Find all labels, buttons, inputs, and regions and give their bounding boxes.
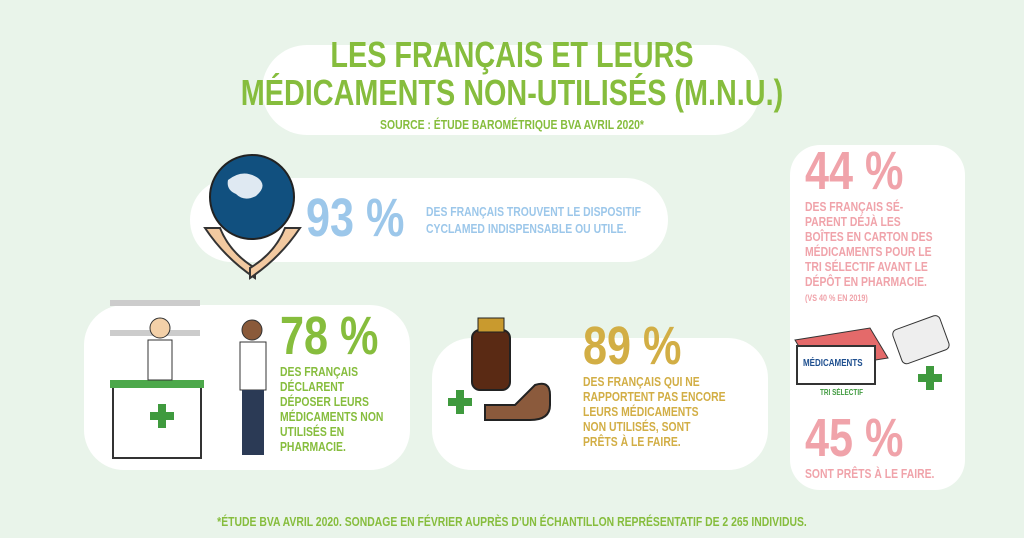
stat-figure: 78 %	[280, 306, 379, 366]
stat-text: DES FRANÇAIS	[280, 364, 359, 379]
box-caption: TRI SÉLECTIF	[820, 388, 864, 397]
stat-note: (VS 40 % EN 2019)	[805, 293, 868, 303]
cross	[918, 366, 942, 390]
stat-text: DES FRANÇAIS TROUVENT LE DISPOSITIF	[426, 204, 641, 219]
customer	[242, 390, 264, 455]
hand	[249, 227, 302, 280]
customer	[241, 319, 263, 341]
stat-text: PHARMACIE.	[280, 439, 346, 454]
stat-text: DÉCLARENT	[280, 379, 345, 394]
stat-text: PRÊTS À LE FAIRE.	[583, 434, 681, 449]
stat-text: UTILISÉS EN	[280, 424, 345, 439]
continent	[227, 173, 263, 199]
box	[796, 345, 876, 385]
pharmacist	[147, 339, 173, 381]
counter	[112, 382, 202, 459]
stat-figure: 44 %	[805, 141, 904, 201]
stat-text: MÉDICAMENTS POUR LE	[805, 244, 932, 259]
stat-text: LEURS MÉDICAMENTS	[583, 404, 699, 419]
stat-text: DÉPOSER LEURS	[280, 394, 369, 409]
pharmacist	[149, 317, 171, 339]
stat-text: MÉDICAMENTS NON	[280, 409, 384, 424]
stat-text: NON UTILISÉS, SONT	[583, 419, 691, 434]
stat-text: SONT PRÊTS À LE FAIRE.	[805, 466, 935, 481]
title: LES FRANÇAIS ET LEURS	[330, 34, 694, 75]
cross	[448, 390, 472, 414]
bottle	[471, 329, 511, 391]
stat-text: BOÎTES EN CARTON DES	[805, 229, 933, 244]
stat-text: PARENT DÉJÀ LES	[805, 214, 901, 229]
stat-text: DES FRANÇAIS QUI NE	[583, 374, 700, 389]
stat-text: DES FRANÇAIS SÉ-	[805, 199, 904, 214]
stat-text: RAPPORTENT PAS ENCORE	[583, 389, 726, 404]
footnote: *ÉTUDE BVA AVRIL 2020. SONDAGE EN FÉVRIE…	[217, 514, 807, 529]
counter-top	[110, 380, 204, 388]
bottle-cap	[477, 317, 505, 333]
cross	[150, 404, 174, 428]
stat-figure: 89 %	[583, 316, 682, 376]
blister	[892, 315, 950, 365]
stat-figure: 93 %	[306, 188, 405, 248]
stat-text: DÉPÔT EN PHARMACIE.	[805, 274, 927, 289]
title: MÉDICAMENTS NON-UTILISÉS (M.N.U.)	[240, 72, 784, 113]
shelf	[110, 300, 200, 306]
stat-figure: 45 %	[805, 408, 904, 468]
stat-text: TRI SÉLECTIF AVANT LE	[805, 259, 928, 274]
thumb	[484, 382, 551, 421]
stat-text: CYCLAMED INDISPENSABLE OU UTILE.	[426, 221, 627, 236]
source: SOURCE : ÉTUDE BAROMÉTRIQUE BVA AVRIL 20…	[380, 117, 644, 132]
box-label: MÉDICAMENTS	[803, 358, 863, 369]
customer	[239, 341, 267, 391]
title-panel	[262, 45, 760, 135]
